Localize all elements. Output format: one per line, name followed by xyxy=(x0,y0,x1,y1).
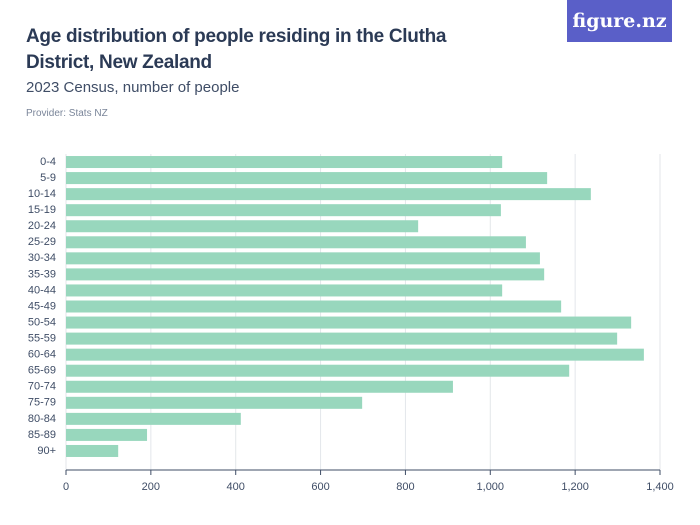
y-tick-label: 70-74 xyxy=(28,381,56,393)
bar xyxy=(66,396,363,409)
y-tick-label: 25-29 xyxy=(28,236,56,248)
y-tick-label: 75-79 xyxy=(28,397,56,409)
y-tick-label: 10-14 xyxy=(28,188,56,200)
y-tick-label: 65-69 xyxy=(28,365,56,377)
y-tick-label: 30-34 xyxy=(28,252,56,264)
x-tick-label: 600 xyxy=(311,481,329,493)
bar xyxy=(66,348,644,361)
bar xyxy=(66,300,562,313)
chart-title: Age distribution of people residing in t… xyxy=(26,26,447,73)
x-tick-label: 200 xyxy=(142,481,160,493)
chart-subtitle: 2023 Census, number of people xyxy=(26,79,240,96)
y-tick-label: 5-9 xyxy=(40,172,56,184)
bar xyxy=(66,364,570,377)
bar xyxy=(66,444,119,457)
bar xyxy=(66,156,503,169)
x-tick-label: 1,400 xyxy=(646,481,674,493)
bar xyxy=(66,428,148,441)
bar xyxy=(66,172,548,185)
y-tick-label: 40-44 xyxy=(28,284,56,296)
bar xyxy=(66,332,618,345)
x-tick-label: 0 xyxy=(63,481,69,493)
y-tick-label: 35-39 xyxy=(28,268,56,280)
x-tick-label: 1,000 xyxy=(477,481,505,493)
y-tick-label: 80-84 xyxy=(28,413,56,425)
provider: Provider: Stats NZ xyxy=(26,108,108,119)
y-tick-label: 45-49 xyxy=(28,300,56,312)
x-tick-label: 1,200 xyxy=(561,481,589,493)
y-tick-label: 50-54 xyxy=(28,316,56,328)
bar xyxy=(66,204,501,217)
y-tick-label: 85-89 xyxy=(28,429,56,441)
bar xyxy=(66,316,632,329)
bar xyxy=(66,236,526,249)
bar xyxy=(66,188,591,201)
y-tick-label: 20-24 xyxy=(28,220,56,232)
y-tick-label: 55-59 xyxy=(28,333,56,345)
bar xyxy=(66,252,540,265)
x-tick-label: 400 xyxy=(227,481,245,493)
y-tick-label: 15-19 xyxy=(28,204,56,216)
bar xyxy=(66,220,419,233)
bar xyxy=(66,412,241,425)
y-tick-label: 90+ xyxy=(37,445,56,457)
bar xyxy=(66,380,453,393)
y-tick-label: 0-4 xyxy=(40,156,56,168)
logo[interactable]: figure.nz xyxy=(567,0,672,42)
bar xyxy=(66,284,503,297)
bar xyxy=(66,268,545,281)
x-tick-label: 800 xyxy=(396,481,414,493)
y-tick-label: 60-64 xyxy=(28,349,56,361)
